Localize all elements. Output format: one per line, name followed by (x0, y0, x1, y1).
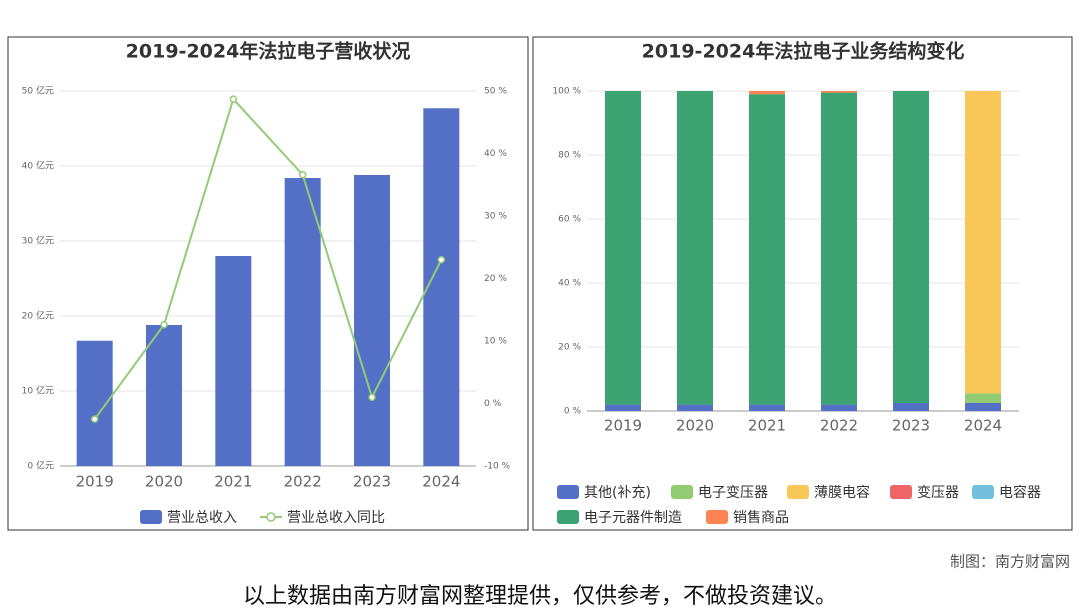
bar (215, 256, 252, 466)
bar-segment (605, 91, 641, 405)
legend-swatch (972, 485, 994, 499)
legend-swatch (557, 510, 579, 524)
legend-label: 薄膜电容 (814, 484, 870, 501)
y2-tick-label: 10 % (484, 337, 507, 347)
y2-tick-label: 50 % (484, 87, 507, 97)
y2-tick-label: 20 % (484, 274, 507, 284)
y-tick-label: 50 亿元 (22, 85, 54, 97)
bar-segment (749, 94, 785, 405)
y-tick-label: 20 亿元 (22, 310, 54, 322)
y2-tick-label: -10 % (484, 462, 511, 472)
x-tick-label: 2019 (604, 417, 642, 435)
legend-label: 营业总收入同比 (287, 510, 385, 526)
legend-label: 电容器 (999, 484, 1041, 501)
x-tick-label: 2021 (214, 473, 252, 491)
line-point (160, 321, 168, 329)
x-tick-label: 2022 (820, 417, 858, 435)
panel-border (7, 36, 529, 531)
line (93, 97, 443, 420)
y-tick-label: 10 亿元 (22, 385, 54, 397)
y-tick-label: 80 % (558, 151, 581, 161)
bar (284, 178, 321, 466)
legend-label: 电子变压器 (698, 485, 768, 501)
bar-segment (965, 403, 1001, 411)
legend-swatch (787, 485, 809, 499)
line-point (368, 393, 376, 401)
y2-tick-label: 0 % (484, 399, 502, 409)
y-tick-label: 20 % (558, 343, 581, 353)
y-tick-label: 40 % (558, 279, 581, 289)
x-tick-label: 2019 (76, 473, 114, 491)
legend-swatch (140, 510, 162, 524)
x-tick-label: 2020 (676, 417, 714, 435)
line-point (90, 415, 99, 423)
bar (423, 108, 460, 466)
y-tick-label: 30 亿元 (22, 235, 54, 247)
legend-label: 销售商品 (733, 510, 789, 526)
bar-segment (965, 393, 1001, 403)
line-point (229, 95, 238, 103)
bar-segment (965, 91, 1001, 394)
x-tick-label: 2023 (353, 473, 391, 491)
bar-segment (821, 404, 857, 411)
line-point (298, 171, 307, 179)
legend-label: 营业总收入 (167, 510, 237, 526)
x-tick-label: 2020 (145, 473, 183, 491)
legend-swatch (557, 485, 579, 499)
bar (354, 175, 390, 466)
chart-title: 2019-2024年法拉电子业务结构变化 (642, 40, 965, 63)
x-tick-label: 2021 (748, 417, 786, 435)
bar-segment (749, 404, 785, 411)
legend-label: 变压器 (917, 485, 959, 501)
y-tick-label: 40 亿元 (22, 160, 54, 172)
legend-label: 其他(补充) (584, 485, 651, 501)
y-tick-label: 100 % (552, 87, 581, 97)
x-tick-label: 2022 (284, 473, 322, 491)
x-tick-label: 2024 (422, 473, 460, 491)
bar (146, 325, 182, 466)
bar-segment (893, 403, 929, 411)
bar-segment (677, 404, 713, 411)
bar-segment (821, 91, 857, 93)
y2-tick-label: 30 % (484, 212, 507, 222)
legend-swatch (671, 485, 693, 499)
legend-swatch (266, 512, 276, 522)
chart-title: 2019-2024年法拉电子营收状况 (126, 40, 411, 63)
bar-segment (749, 91, 785, 95)
x-tick-label: 2023 (892, 417, 930, 435)
credit: 制图：南方财富网 (950, 553, 1070, 571)
bar-segment (893, 91, 929, 403)
legend-swatch (706, 510, 728, 524)
bar-segment (821, 92, 857, 405)
y-tick-label: 0 亿元 (27, 460, 54, 472)
legend-label: 电子元器件制造 (584, 510, 682, 526)
legend-swatch (890, 485, 912, 499)
y-tick-label: 60 % (558, 215, 581, 225)
bar-segment (605, 404, 641, 411)
bar-segment (677, 91, 713, 405)
y-tick-label: 0 % (564, 407, 582, 417)
disclaimer: 以上数据由南方财富网整理提供，仅供参考，不做投资建议。 (243, 584, 837, 609)
y2-tick-label: 40 % (484, 149, 507, 159)
line-point (437, 256, 446, 264)
panel-border (532, 36, 1073, 531)
x-tick-label: 2024 (964, 417, 1002, 435)
